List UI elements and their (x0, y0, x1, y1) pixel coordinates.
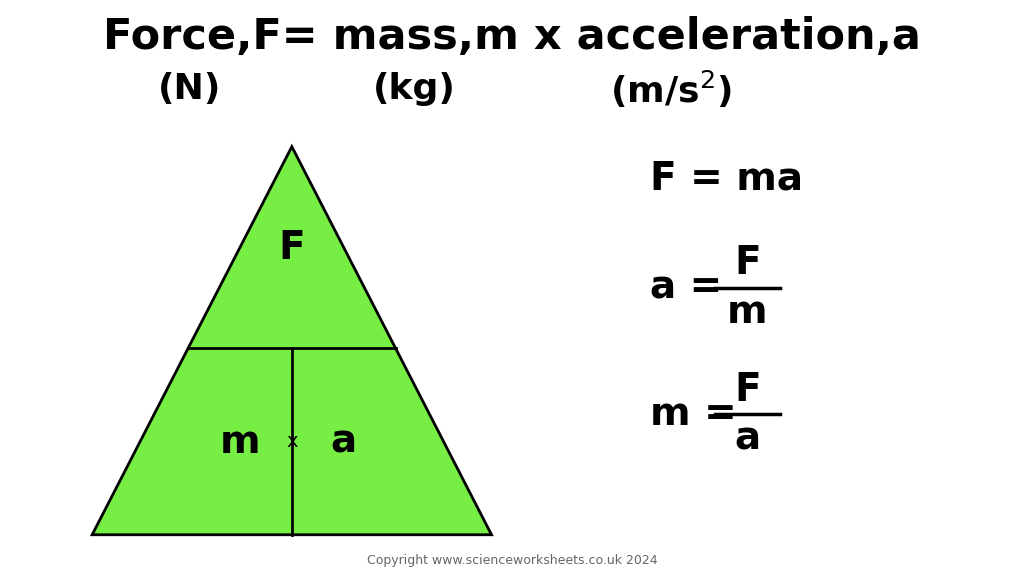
Text: (m/s$^2$): (m/s$^2$) (610, 68, 731, 110)
Text: a =: a = (650, 269, 736, 306)
Text: F: F (279, 228, 305, 267)
Polygon shape (92, 147, 492, 535)
Text: m: m (219, 423, 260, 461)
Text: F: F (734, 371, 761, 409)
Text: m: m (727, 293, 768, 331)
Text: (kg): (kg) (374, 72, 456, 106)
Text: (N): (N) (158, 72, 221, 106)
Text: Force,F= mass,m x acceleration,a: Force,F= mass,m x acceleration,a (103, 16, 921, 59)
Text: m =: m = (650, 395, 751, 433)
Text: a: a (331, 423, 356, 461)
Text: F: F (734, 244, 761, 282)
Text: a: a (734, 419, 761, 457)
Text: x: x (286, 432, 298, 451)
Text: Copyright www.scienceworksheets.co.uk 2024: Copyright www.scienceworksheets.co.uk 20… (367, 554, 657, 567)
Text: F = ma: F = ma (650, 159, 803, 197)
